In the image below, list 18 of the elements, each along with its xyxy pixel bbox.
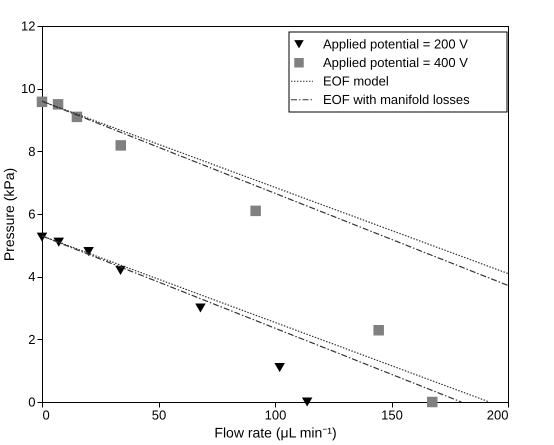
legend-label: EOF model — [323, 73, 389, 88]
x-tick-label: 100 — [264, 408, 286, 422]
x-axis-title: Flow rate (μL min⁻¹) — [214, 424, 337, 440]
x-tick-label: 200 — [486, 408, 508, 422]
y-tick-label: 12 — [21, 18, 36, 34]
y-tick-label: 4 — [28, 269, 36, 284]
x-tick-label: 0 — [42, 408, 50, 422]
y-tick-label: 8 — [28, 144, 36, 159]
y-tick-label: 2 — [28, 332, 36, 347]
x-tick-label: 150 — [381, 408, 403, 422]
y-axis-title: Pressure (kPa) — [1, 168, 18, 262]
y-tick-label: 0 — [28, 394, 36, 410]
legend-label: Applied potential = 400 V — [323, 54, 468, 70]
y-tick-label: 6 — [28, 206, 36, 222]
legend-label: EOF with manifold losses — [323, 92, 470, 107]
legend-label: Applied potential = 200 V — [323, 36, 468, 52]
x-tick-label: 50 — [152, 408, 166, 422]
y-tick-label: 10 — [21, 81, 36, 96]
